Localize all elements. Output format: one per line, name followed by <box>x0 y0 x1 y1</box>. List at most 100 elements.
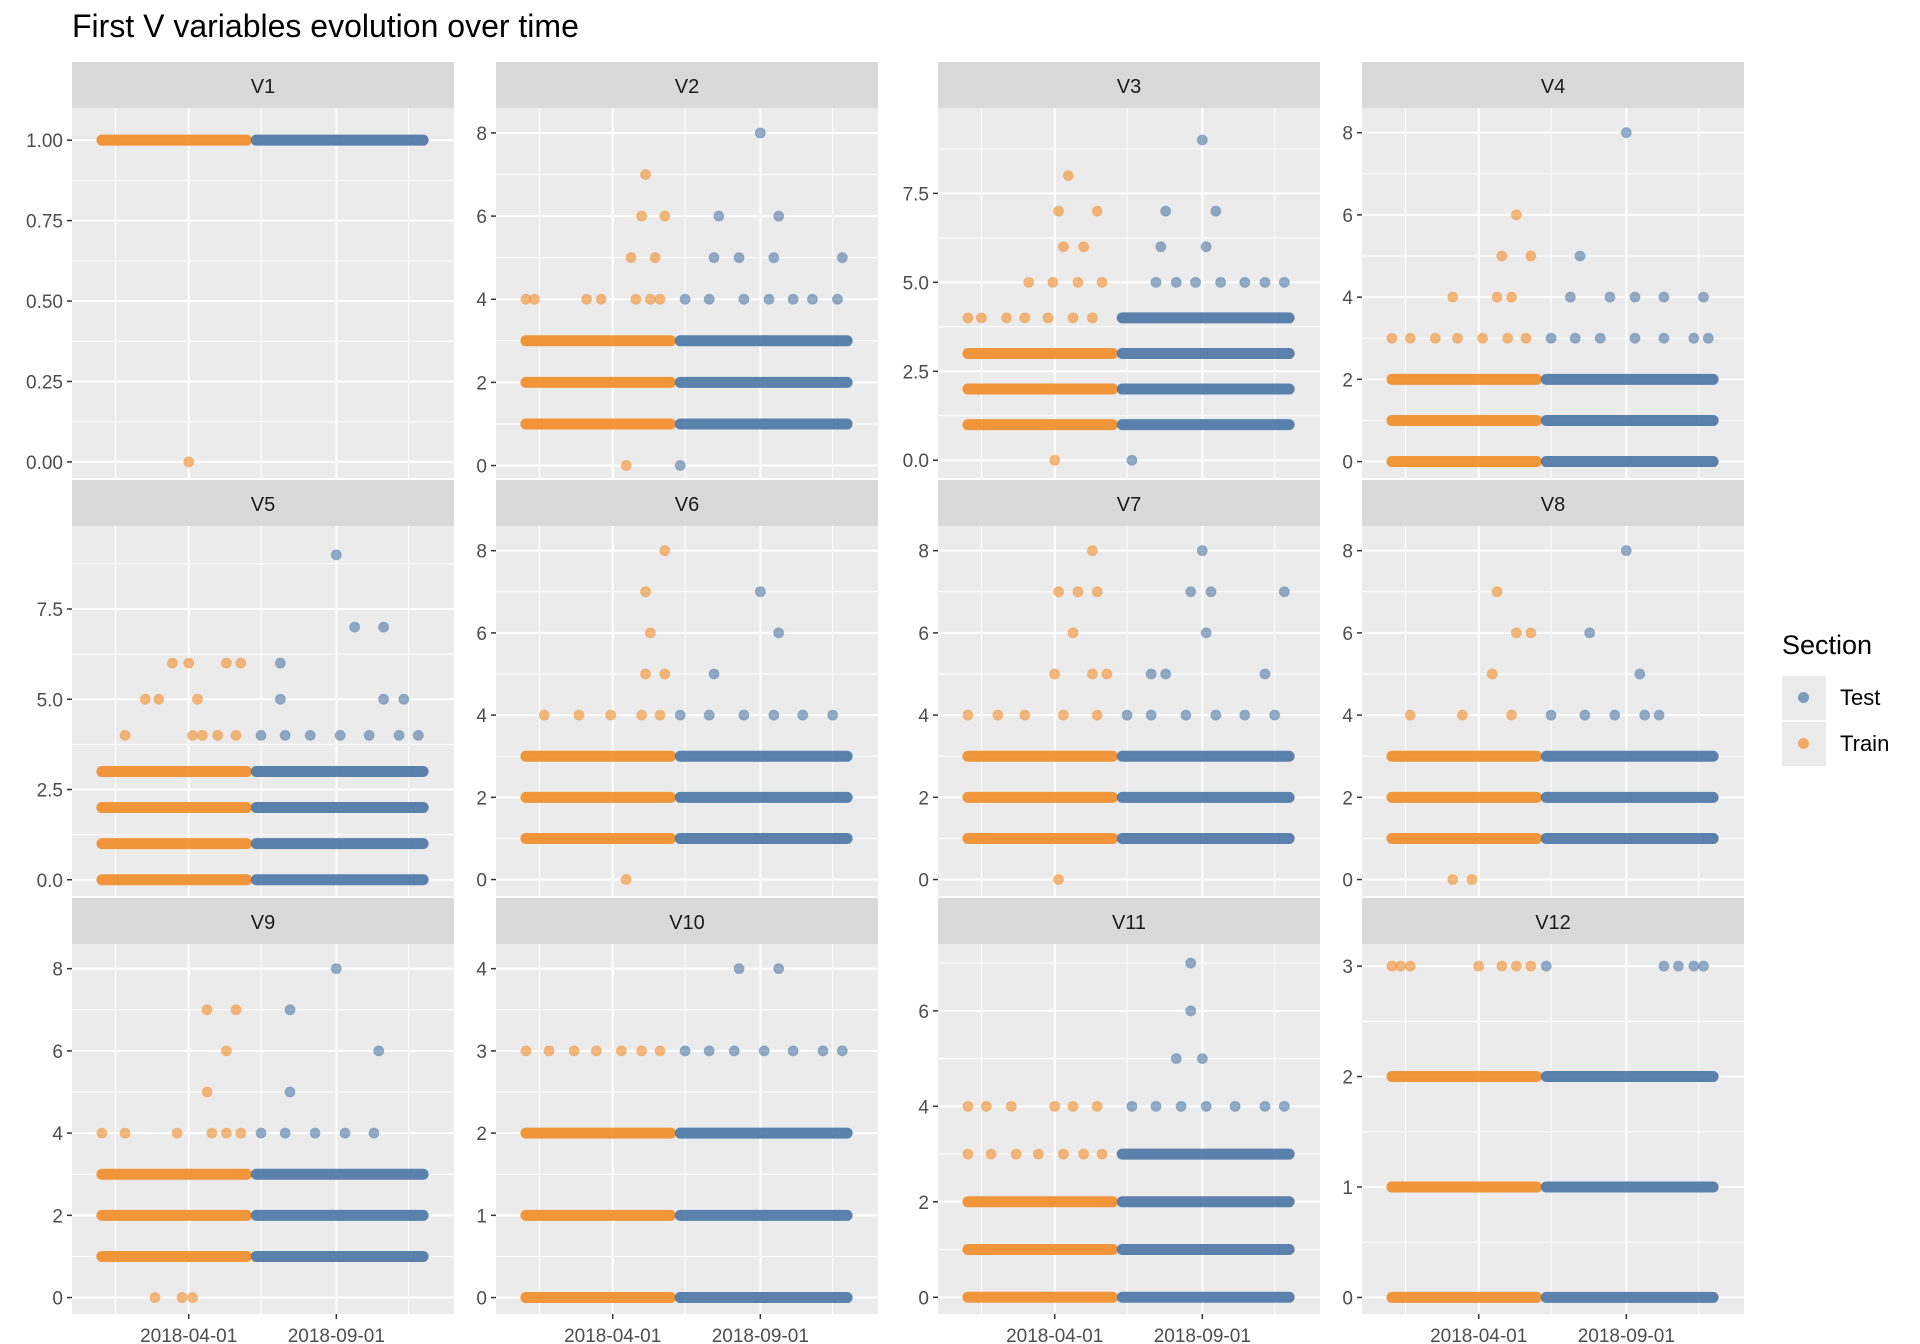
facet-strip <box>938 62 1320 108</box>
test-point <box>1604 291 1616 303</box>
train-point <box>529 293 541 305</box>
train-point <box>183 456 195 468</box>
test-point <box>274 657 286 669</box>
train-point <box>1386 332 1398 344</box>
test-point <box>787 1045 799 1057</box>
train-point <box>1078 241 1090 253</box>
train-point <box>1496 250 1508 262</box>
train-point <box>166 657 178 669</box>
test-point <box>1629 332 1641 344</box>
facet-label: V3 <box>1117 76 1141 98</box>
test-point <box>368 1127 380 1139</box>
test-point <box>1702 332 1714 344</box>
test-point <box>708 668 720 680</box>
test-point <box>1259 1100 1271 1112</box>
facet-label: V11 <box>1112 912 1146 934</box>
test-point <box>339 1127 351 1139</box>
y-tick-label: 0.00 <box>26 453 63 474</box>
train-point <box>962 709 974 721</box>
test-point <box>758 1045 770 1057</box>
y-tick-label: 2.5 <box>37 781 63 802</box>
test-point <box>674 709 686 721</box>
test-point <box>255 1127 267 1139</box>
x-tick-label: 2018-04-01 <box>1006 1326 1103 1344</box>
train-point <box>1466 874 1478 886</box>
test-point <box>349 621 361 633</box>
test-point <box>330 963 342 975</box>
y-tick-label: 7.5 <box>37 600 63 621</box>
train-point <box>640 668 652 680</box>
facet-strip <box>1362 898 1744 944</box>
train-point <box>235 657 247 669</box>
train-point <box>636 709 648 721</box>
facet-label: V7 <box>1117 494 1141 516</box>
train-point <box>220 1127 232 1139</box>
test-point <box>1584 627 1596 639</box>
y-tick-label: 3 <box>476 1042 487 1063</box>
train-point <box>659 210 671 222</box>
train-point <box>640 169 652 181</box>
train-point <box>119 1127 131 1139</box>
facet-label: V6 <box>675 494 699 516</box>
y-tick-label: 8 <box>918 542 929 563</box>
train-point <box>620 460 632 472</box>
test-point <box>393 729 405 741</box>
test-point <box>806 293 818 305</box>
test-point <box>1145 709 1157 721</box>
test-point <box>738 293 750 305</box>
train-point <box>1086 312 1098 324</box>
facet-label: V9 <box>251 912 275 934</box>
train-point <box>1473 960 1485 972</box>
test-point <box>1190 276 1202 288</box>
train-point <box>581 293 593 305</box>
train-point <box>1456 709 1468 721</box>
test-point <box>1620 127 1632 139</box>
train-point <box>1395 960 1407 972</box>
train-point <box>538 709 550 721</box>
train-point <box>1447 874 1459 886</box>
train-point <box>1067 627 1079 639</box>
train-point <box>1502 332 1514 344</box>
test-point <box>1210 709 1222 721</box>
y-tick-label: 2 <box>918 788 929 809</box>
y-tick-label: 4 <box>476 960 487 981</box>
train-point <box>654 709 666 721</box>
test-point <box>1672 960 1684 972</box>
x-tick-label: 2018-09-01 <box>1154 1326 1251 1344</box>
test-point <box>284 1004 296 1016</box>
test-point <box>1259 668 1271 680</box>
y-tick-label: 0 <box>1342 1288 1353 1309</box>
test-point <box>1229 1100 1241 1112</box>
x-tick-label: 2018-04-01 <box>140 1326 237 1344</box>
train-point <box>1086 668 1098 680</box>
train-point <box>1429 332 1441 344</box>
facet-label: V12 <box>1535 912 1571 934</box>
test-point <box>773 210 785 222</box>
facet-strip <box>72 898 454 944</box>
train-point <box>992 709 1004 721</box>
panel-v1: V1 0.00 0.25 0.50 0.75 1.00 <box>26 62 454 478</box>
train-point <box>206 1127 218 1139</box>
train-point <box>1053 205 1065 217</box>
test-point <box>754 127 766 139</box>
test-point <box>279 729 291 741</box>
test-point <box>1196 1053 1208 1065</box>
test-point <box>284 1086 296 1098</box>
panel-background <box>938 944 1320 1314</box>
panel-v9: V9 0 2 4 6 8 2018-04-01 2018-09-01 <box>52 898 454 1344</box>
train-point <box>573 709 585 721</box>
y-tick-label: 0.0 <box>37 871 63 892</box>
legend-swatch-test <box>1798 692 1809 703</box>
train-point <box>201 1086 213 1098</box>
y-tick-label: 6 <box>1342 624 1353 645</box>
train-point <box>220 657 232 669</box>
test-point <box>334 729 346 741</box>
train-point <box>1506 291 1518 303</box>
facet-strip <box>72 62 454 108</box>
train-point <box>191 693 203 705</box>
y-tick-label: 4 <box>476 290 487 311</box>
panel-v6: V6 0 2 4 6 8 <box>476 480 878 896</box>
y-tick-label: 6 <box>476 207 487 228</box>
test-point <box>1688 332 1700 344</box>
test-point <box>754 586 766 598</box>
